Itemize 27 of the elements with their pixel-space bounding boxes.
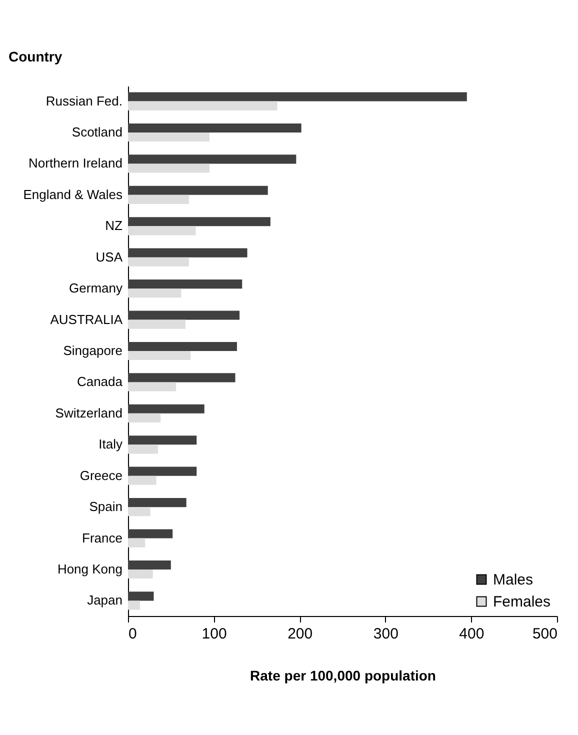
x-tick-label: 500 — [532, 626, 558, 642]
y-tick-label: NZ — [105, 218, 123, 234]
y-tick-label: England & Wales — [23, 186, 123, 202]
y-tick-label: Italy — [98, 436, 123, 452]
y-tick-label: Northern Ireland — [28, 156, 122, 171]
x-tick-label: 0 — [128, 626, 137, 642]
y-tick-label: Germany — [69, 280, 123, 296]
x-tick-label: 200 — [288, 626, 313, 642]
y-axis-title: Country — [8, 48, 62, 64]
y-tick-label: Scotland — [72, 124, 122, 140]
legend-label: Females — [493, 594, 551, 610]
y-tick-label: France — [82, 530, 122, 546]
y-tick-label: Japan — [87, 592, 122, 608]
y-tick-label: AUSTRALIA — [50, 312, 123, 327]
x-tick-label: 100 — [202, 626, 227, 642]
y-tick-label: USA — [96, 249, 123, 264]
x-tick-label: 300 — [373, 626, 398, 642]
legend-label: Males — [493, 572, 534, 588]
x-axis-title: Rate per 100,000 population — [250, 668, 436, 684]
y-tick-label: Canada — [76, 374, 124, 390]
y-tick-label: Spain — [89, 499, 122, 514]
y-tick-label: Singapore — [63, 343, 122, 358]
y-tick-label: Hong Kong — [57, 561, 122, 576]
y-tick-label: Greece — [80, 468, 122, 483]
y-tick-label: Switzerland — [55, 405, 122, 420]
y-tick-label: Russian Fed. — [46, 93, 122, 108]
x-tick-label: 400 — [459, 626, 484, 642]
